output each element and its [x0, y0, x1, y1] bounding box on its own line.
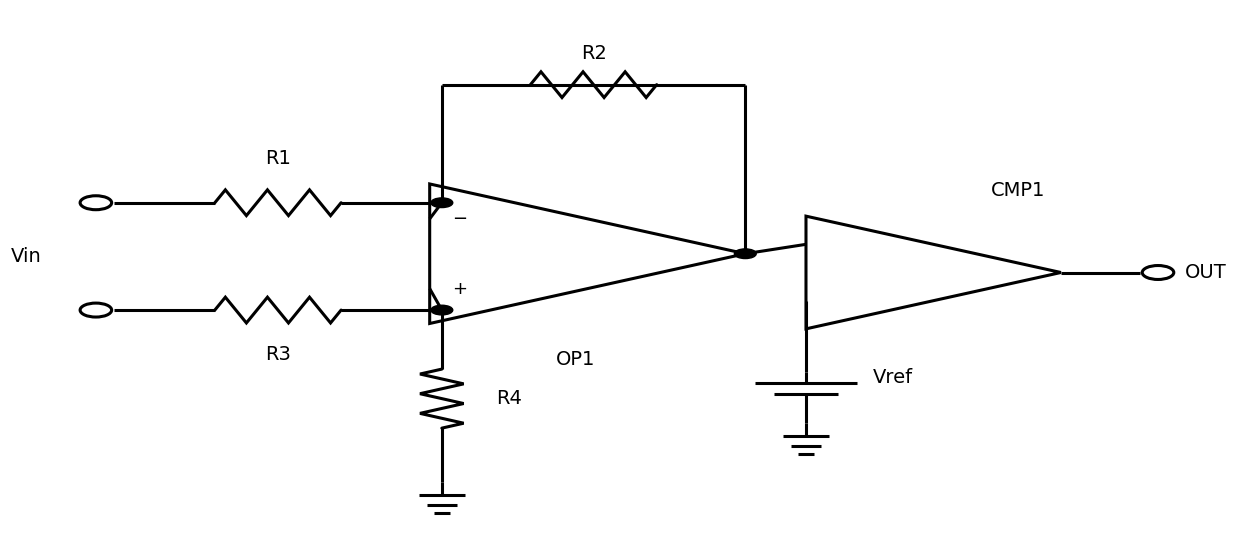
Circle shape — [1142, 265, 1173, 280]
Circle shape — [81, 303, 112, 317]
Text: R4: R4 — [497, 389, 523, 408]
Circle shape — [81, 196, 112, 210]
Circle shape — [735, 249, 756, 258]
Text: Vin: Vin — [10, 247, 41, 266]
Circle shape — [431, 198, 452, 208]
Text: R3: R3 — [265, 345, 291, 364]
Circle shape — [431, 305, 452, 315]
Text: R2: R2 — [581, 44, 607, 63]
Text: +: + — [452, 280, 467, 298]
Text: OP1: OP1 — [555, 350, 595, 370]
Text: Vref: Vref — [872, 368, 913, 386]
Text: OUT: OUT — [1184, 263, 1227, 282]
Text: −: − — [452, 210, 467, 228]
Text: CMP1: CMP1 — [991, 181, 1046, 200]
Text: R1: R1 — [265, 149, 291, 168]
